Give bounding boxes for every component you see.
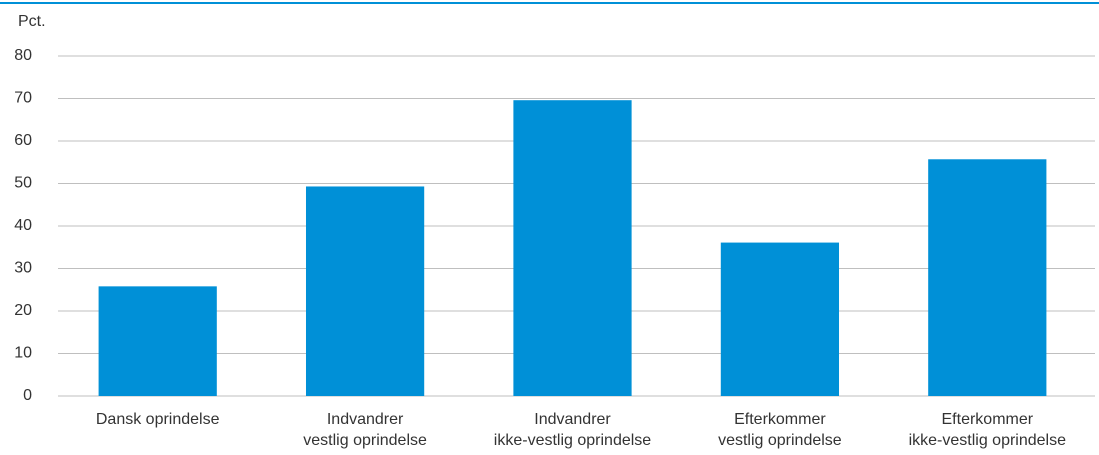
y-tick-label: 70 (14, 90, 32, 107)
y-tick-label: 0 (23, 387, 32, 404)
y-tick-label: 20 (14, 302, 32, 319)
bar (98, 286, 217, 396)
y-tick-label: 60 (14, 132, 32, 149)
y-axis-label: Pct. (18, 13, 46, 30)
bar (305, 186, 425, 396)
x-tick-label: Indvandrer (327, 411, 404, 428)
y-tick-label: 40 (14, 217, 32, 234)
y-tick-label: 50 (14, 175, 32, 192)
x-tick-label: ikke-vestlig oprindelse (494, 432, 652, 449)
x-tick-label: vestlig oprindelse (303, 432, 427, 449)
x-tick-label: Efterkommer (942, 411, 1034, 428)
bar (928, 159, 1047, 396)
bar (720, 242, 840, 396)
y-tick-label: 10 (14, 345, 32, 362)
x-tick-label: Indvandrer (534, 411, 611, 428)
x-tick-label: Dansk oprindelse (96, 411, 220, 428)
bar (513, 100, 632, 396)
x-tick-label: vestlig oprindelse (718, 432, 842, 449)
x-tick-label: ikke-vestlig oprindelse (909, 432, 1067, 449)
y-tick-label: 80 (14, 47, 32, 64)
y-tick-label: 30 (14, 260, 32, 277)
x-tick-label: Efterkommer (734, 411, 826, 428)
